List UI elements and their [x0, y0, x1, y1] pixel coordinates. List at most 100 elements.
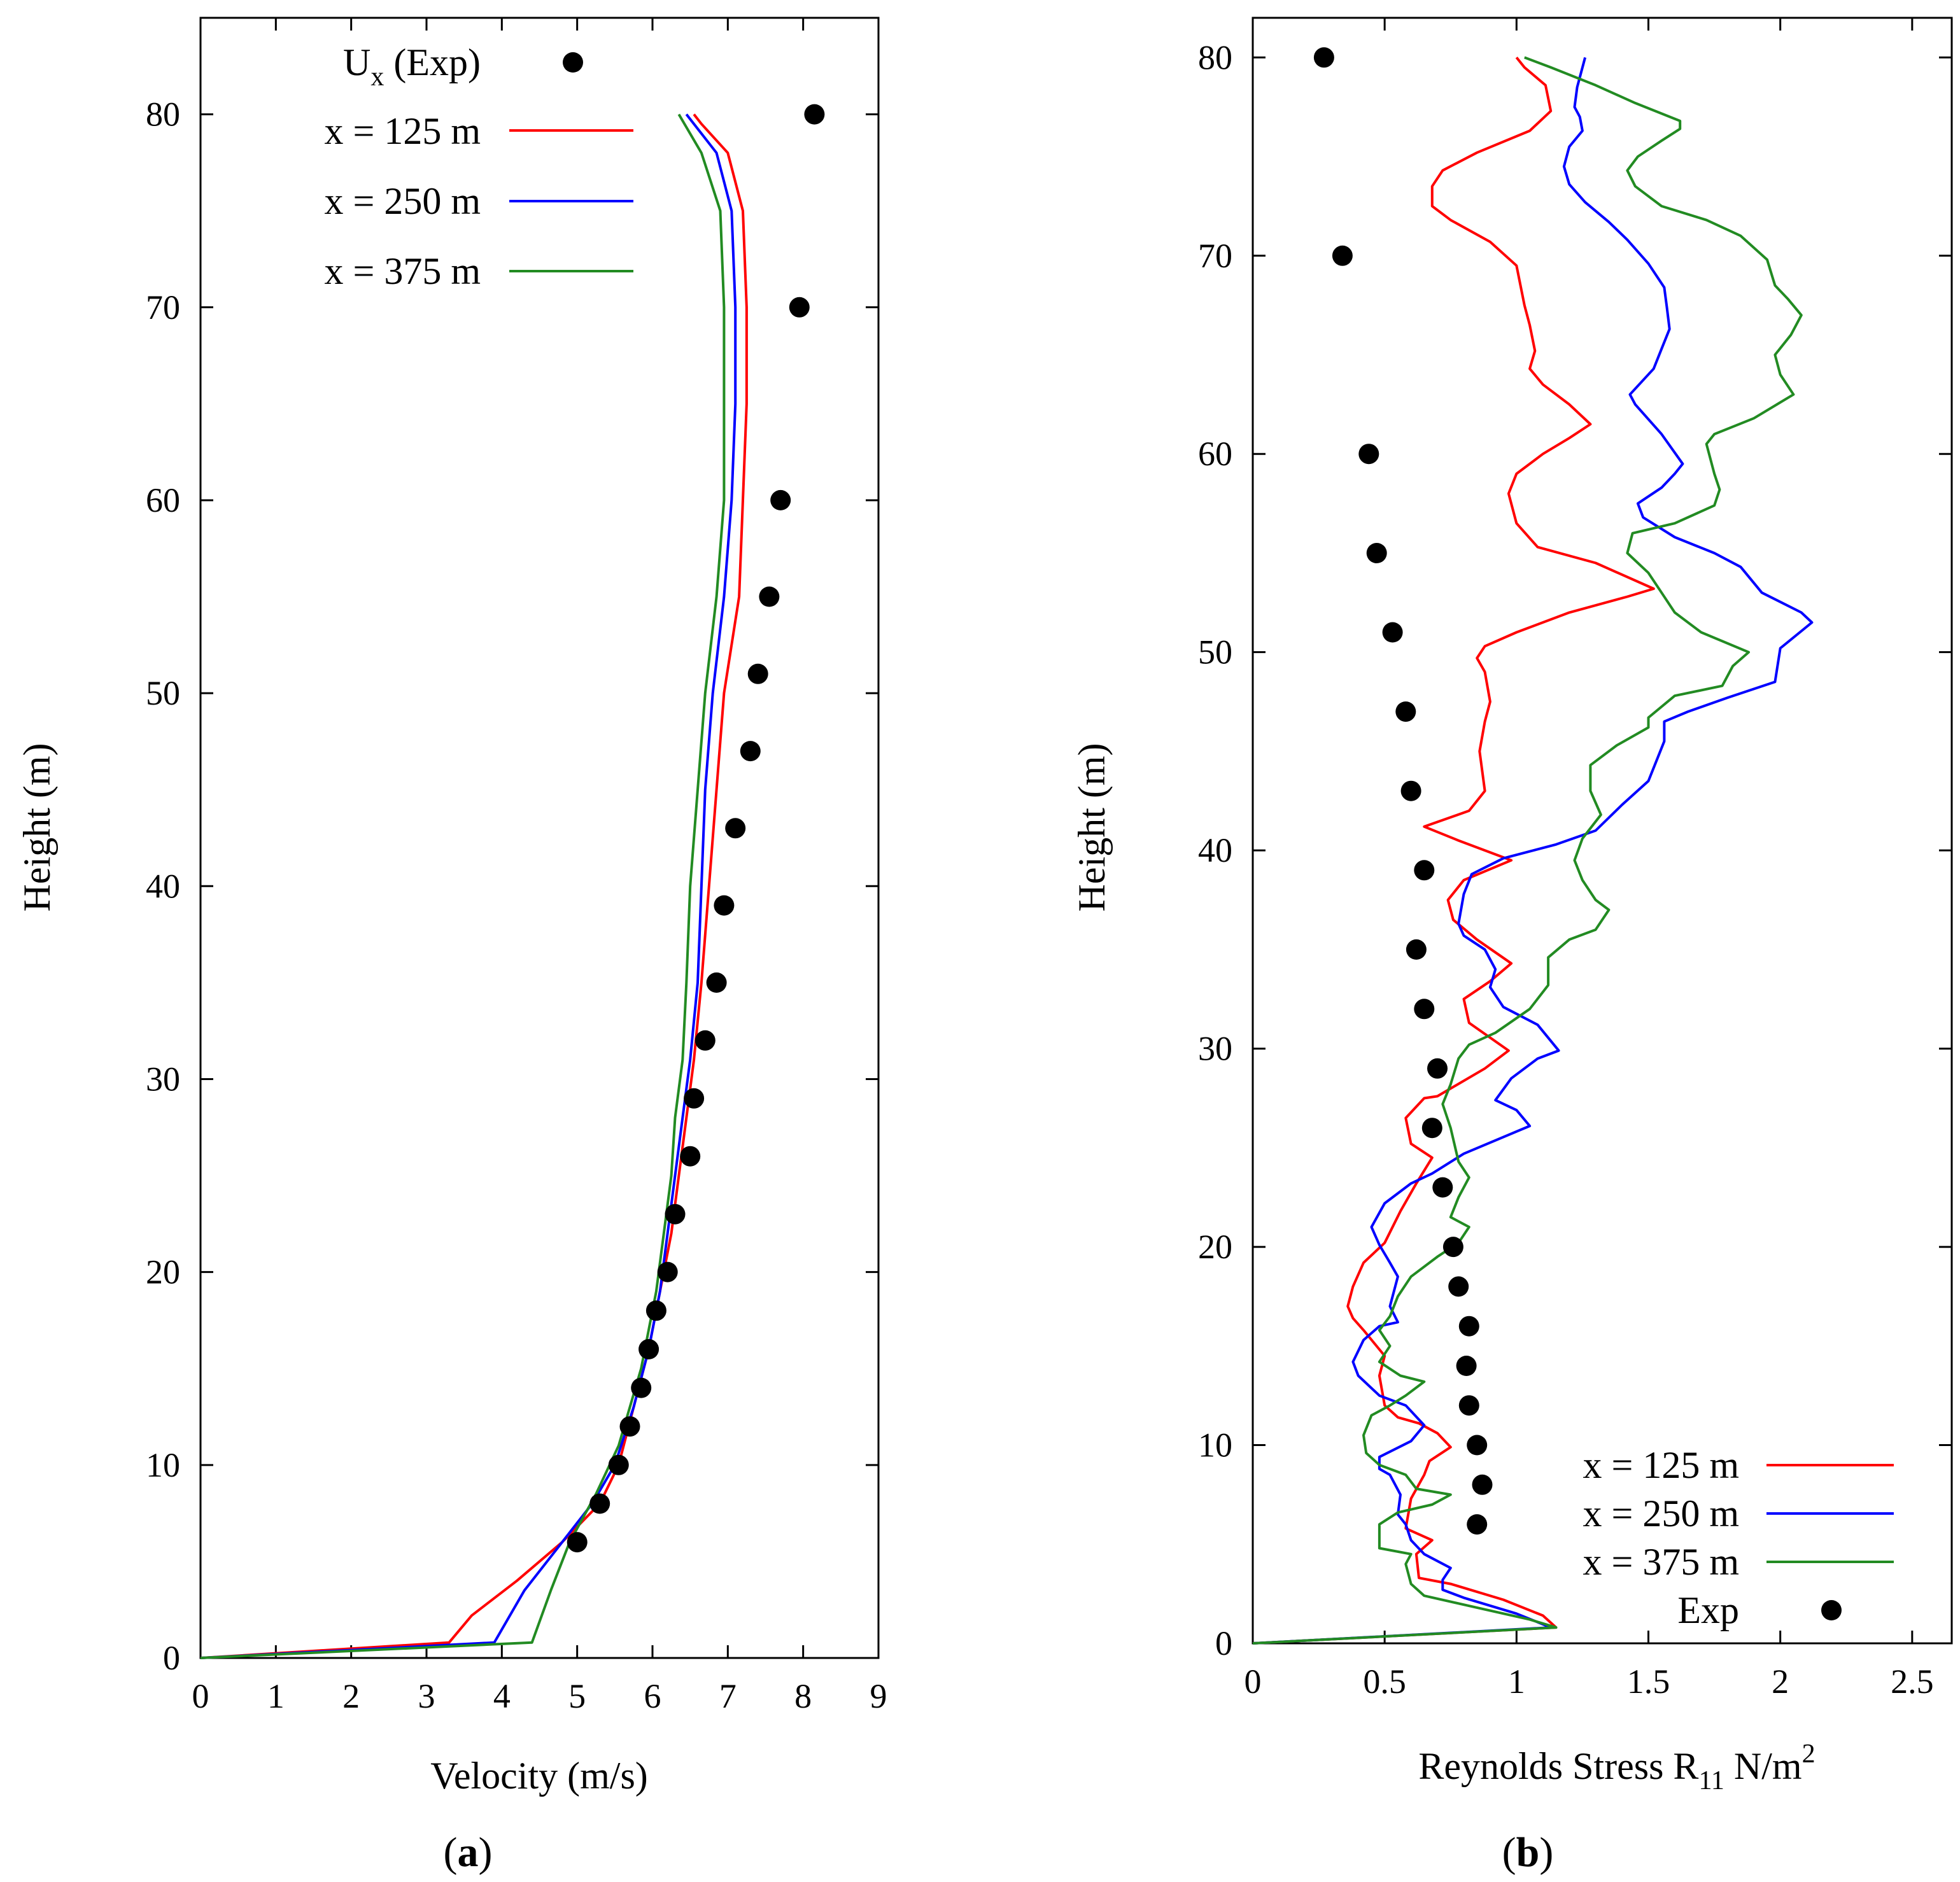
panel-a-x-tick-label-7: 7 — [719, 1677, 737, 1715]
panel-a-y-tick-label-40: 40 — [146, 867, 180, 905]
panel-b-exp-point-h8 — [1472, 1474, 1493, 1495]
panel-b-exp-point-h43 — [1400, 780, 1421, 801]
panel-a-exp-point-h43 — [725, 818, 746, 839]
panel-b-y-tick-label-60: 60 — [1198, 435, 1232, 473]
panel-a-legend-label-375: x = 375 m — [324, 250, 481, 292]
panel-a-exp-point-h51 — [747, 663, 768, 684]
panel-a-series-line-x125 — [200, 113, 748, 1659]
panel-b-x-tick-label-0: 0 — [1244, 1662, 1262, 1701]
panel-b-legend-exp-marker — [1821, 1600, 1842, 1620]
panel-b-ticks: 0 0.5 1 1.5 2 2.5 0 10 20 30 40 50 60 70 80 — [1198, 18, 1952, 1701]
panel-a-x-tick-label-3: 3 — [418, 1677, 435, 1715]
panel-a-exp-point-h8 — [589, 1493, 610, 1514]
panel-b-y-tick-label-50: 50 — [1198, 633, 1232, 671]
panel-b-y-tick-label-80: 80 — [1198, 38, 1232, 76]
panel-b-caption: (b) — [1502, 1829, 1554, 1876]
panel-a-x-tick-label-4: 4 — [493, 1677, 511, 1715]
panel-a-exp-point-h20 — [657, 1261, 678, 1282]
panel-b-x-tick-label-2-5: 2.5 — [1891, 1662, 1934, 1701]
panel-b-series-line-x375 — [1252, 56, 1803, 1645]
panel-a-y-axis-label: Height (m) — [16, 743, 58, 912]
panel-b-exp-point-h70 — [1332, 245, 1353, 266]
panel-b-x-tick-label-1: 1 — [1508, 1662, 1525, 1701]
panel-b-y-tick-label-30: 30 — [1198, 1030, 1232, 1068]
panel-a-x-tick-label-6: 6 — [644, 1677, 661, 1715]
panel-a-exp-point-h10 — [608, 1454, 629, 1475]
panel-a-exp-point-h60 — [770, 489, 791, 510]
panel-a-caption: (a) — [444, 1829, 493, 1876]
panel-b-exp-point-h6 — [1467, 1514, 1488, 1535]
panel-a-exp-point-h14 — [631, 1377, 652, 1398]
panel-b-legend-label-250: x = 250 m — [1583, 1492, 1739, 1534]
panel-b-series-line-x250 — [1252, 57, 1814, 1645]
panel-a-x-tick-label-5: 5 — [568, 1677, 586, 1715]
panel-a-exp-point-h16 — [638, 1338, 659, 1359]
panel-b-exp-point-h60 — [1358, 444, 1379, 465]
panel-a-x-tick-label-8: 8 — [794, 1677, 812, 1715]
panel-a-legend-exp-marker — [563, 52, 583, 73]
panel-b-reynolds-stress-chart: 0 0.5 1 1.5 2 2.5 0 10 20 30 40 50 60 70 80 x = 125 m … — [1071, 17, 1953, 1876]
panel-b-exp-point-h14 — [1456, 1356, 1477, 1376]
panel-b-legend-label-375: x = 375 m — [1583, 1541, 1739, 1583]
panel-a-exp-point-h26 — [680, 1146, 701, 1167]
panel-a-y-tick-label-30: 30 — [146, 1060, 180, 1098]
panel-a-y-tick-label-10: 10 — [146, 1446, 180, 1484]
panel-b-exp-point-h26 — [1421, 1118, 1442, 1139]
panel-b-series — [1252, 56, 1814, 1645]
panel-b-plot-frame — [1251, 17, 1953, 1645]
panel-b-exp-point-h18 — [1448, 1276, 1469, 1297]
panel-b-y-tick-label-20: 20 — [1198, 1228, 1232, 1266]
panel-a-y-tick-label-0: 0 — [163, 1639, 180, 1677]
panel-b-exp-point-h29 — [1427, 1058, 1448, 1079]
panel-a-y-tick-label-50: 50 — [146, 674, 180, 712]
panel-b-x-tick-label-2: 2 — [1772, 1662, 1789, 1701]
panel-b-y-tick-label-0: 0 — [1215, 1624, 1232, 1662]
panel-a-velocity-chart: 0 1 2 3 4 5 6 7 8 9 0 10 20 30 40 50 60 70 80 Ux (Exp) x =… — [16, 17, 887, 1876]
panel-a-exp-point-h70 — [789, 297, 810, 318]
panel-b-exp-point-h47 — [1395, 701, 1416, 722]
panel-a-legend-label-250: x = 250 m — [324, 180, 481, 222]
panel-b-exp-point-h55 — [1366, 543, 1387, 563]
panel-a-y-tick-label-70: 70 — [146, 288, 180, 327]
panel-b-exp-point-h80 — [1313, 47, 1334, 68]
panel-b-x-tick-label-1-5: 1.5 — [1627, 1662, 1670, 1701]
panel-a-series — [200, 113, 748, 1659]
panel-a-exp-point-h29 — [684, 1088, 705, 1109]
panel-a-y-tick-label-80: 80 — [146, 95, 180, 134]
panel-a-ticks: 0 1 2 3 4 5 6 7 8 9 0 10 20 30 40 50 60 70 80 — [146, 18, 887, 1715]
panel-b-legend-exp-label: Exp — [1677, 1589, 1739, 1631]
panel-b-exp-point-h35 — [1406, 939, 1427, 960]
panel-a-exp-point-h32 — [694, 1030, 716, 1051]
panel-b-exp-point-h16 — [1458, 1316, 1479, 1337]
panel-b-x-tick-label-0-5: 0.5 — [1363, 1662, 1406, 1701]
panel-b-exp-point-h12 — [1458, 1395, 1479, 1416]
panel-a-y-tick-label-20: 20 — [146, 1253, 180, 1291]
panel-b-legend-label-125: x = 125 m — [1583, 1444, 1739, 1486]
panel-a-series-line-x250 — [200, 113, 737, 1659]
panel-a-y-tick-label-60: 60 — [146, 481, 180, 519]
panel-b-legend: x = 125 m x = 250 m x = 375 m Exp — [1583, 1444, 1894, 1631]
panel-b-exp-point-h23 — [1432, 1177, 1453, 1198]
panel-b-y-tick-label-40: 40 — [1198, 831, 1232, 869]
panel-b-y-axis-label: Height (m) — [1071, 743, 1113, 912]
panel-a-plot-frame — [199, 17, 880, 1659]
panel-a-legend-exp-label: Ux (Exp) — [343, 41, 481, 92]
panel-b-exp-point-h10 — [1467, 1435, 1488, 1456]
panel-a-exp-point-h6 — [567, 1532, 588, 1553]
panel-a-exp-point-h47 — [740, 741, 761, 762]
panel-a-experiment-points — [567, 104, 825, 1553]
panel-a-x-tick-label-1: 1 — [267, 1677, 285, 1715]
panel-a-legend: Ux (Exp) x = 125 m x = 250 m x = 375 m — [324, 41, 633, 292]
panel-b-x-axis-label: Reynolds Stress R11 N/m2 — [1418, 1739, 1815, 1795]
panel-b-exp-point-h51 — [1382, 622, 1403, 643]
panel-b-series-line-x125 — [1252, 57, 1655, 1645]
panel-a-x-tick-label-9: 9 — [870, 1677, 887, 1715]
panel-a-x-axis-label: Velocity (m/s) — [430, 1755, 648, 1797]
panel-b-experiment-points — [1313, 47, 1493, 1535]
panel-b-y-tick-label-10: 10 — [1198, 1426, 1232, 1464]
panel-a-exp-point-h18 — [645, 1300, 666, 1321]
panel-a-exp-point-h12 — [619, 1416, 640, 1437]
panel-a-legend-label-125: x = 125 m — [324, 110, 481, 152]
panel-a-exp-point-h23 — [665, 1204, 686, 1225]
